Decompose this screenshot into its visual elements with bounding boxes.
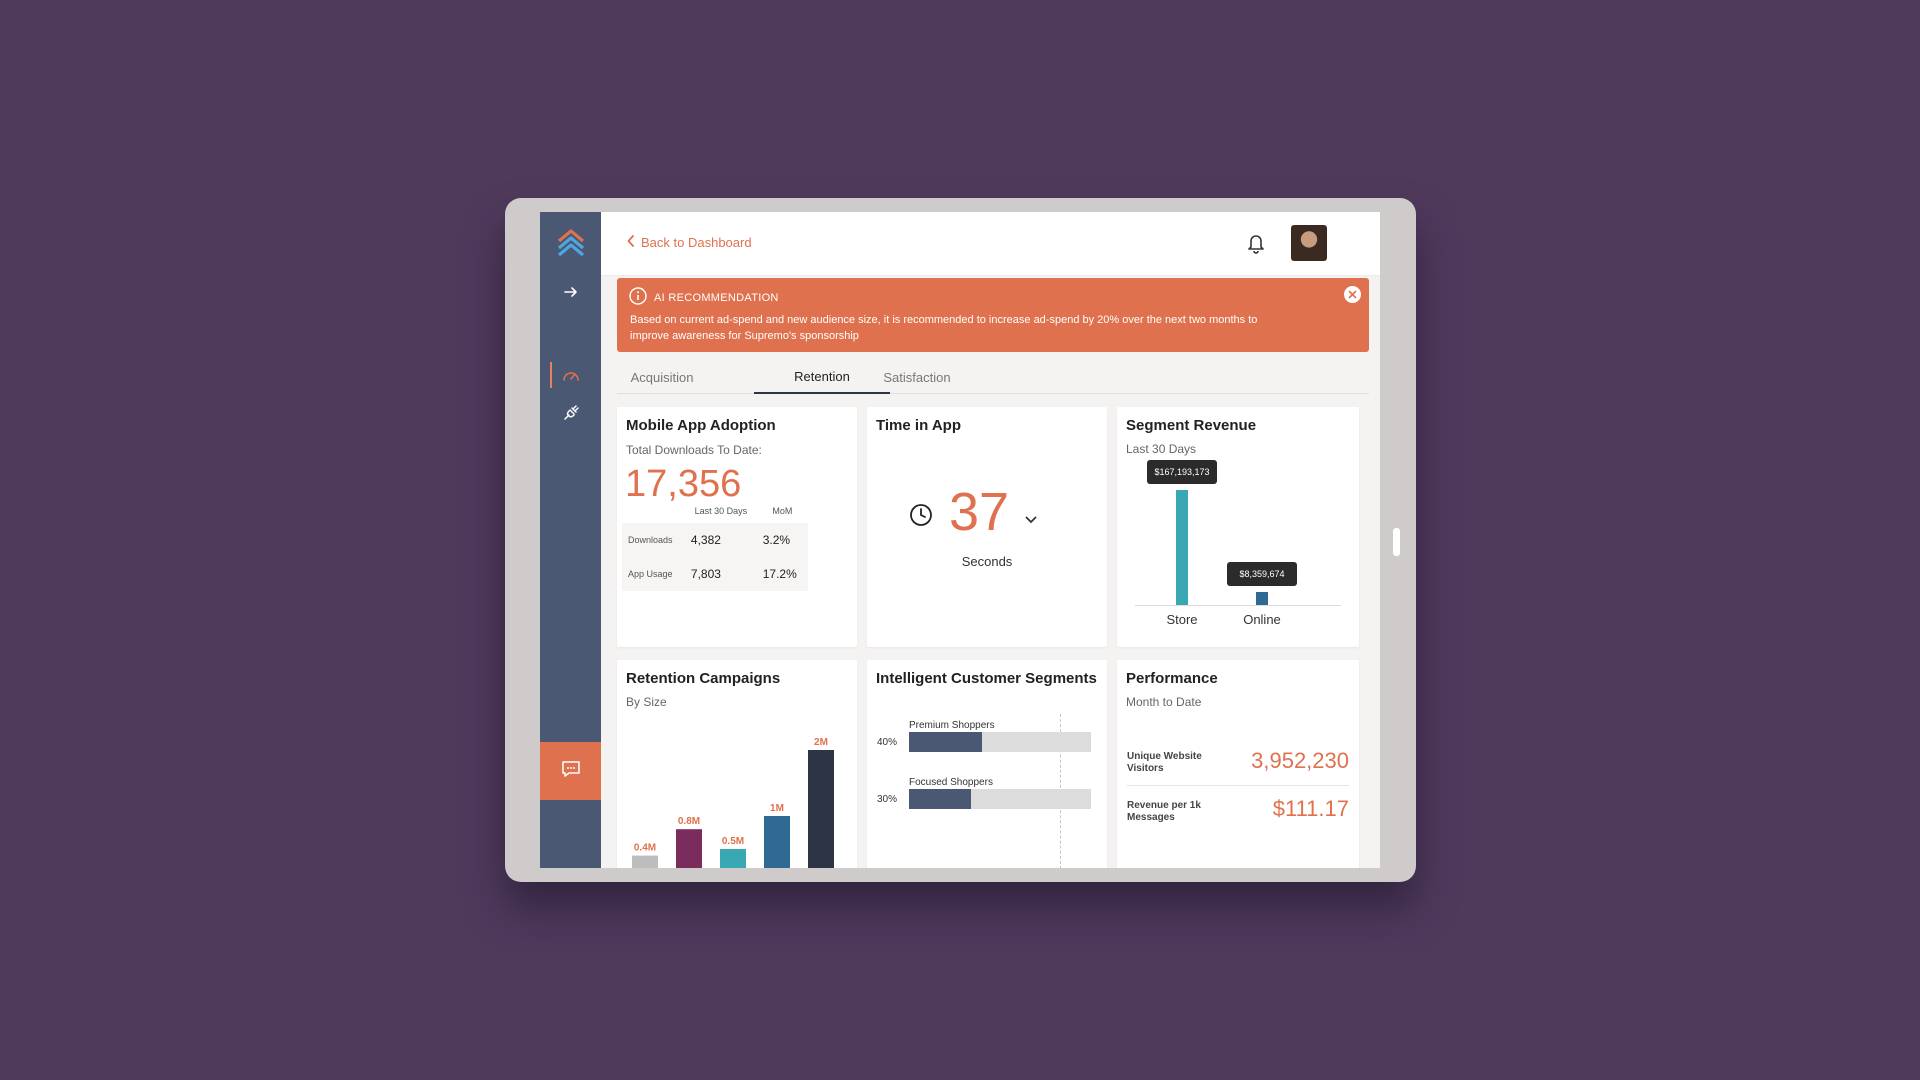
chat-button[interactable] [540, 742, 601, 800]
campaign-bar[interactable] [808, 750, 834, 868]
tablet-side-button [1393, 528, 1400, 556]
close-icon[interactable] [1344, 286, 1361, 303]
plug-icon[interactable] [540, 400, 601, 426]
card-title: Retention Campaigns [626, 670, 781, 687]
back-to-dashboard-link[interactable]: Back to Dashboard [627, 235, 752, 250]
performance-value: $111.17 [1272, 796, 1349, 821]
campaign-data-label: 0.8M [678, 816, 700, 827]
tab-acquisition[interactable]: Acquisition [630, 369, 694, 385]
retention-campaigns-chart: 0.4M 0.8M 0.5M 1M 2M [632, 737, 834, 868]
table-header: MoM [772, 506, 793, 516]
time-in-app-card: Time in App 37 Seconds [867, 407, 1107, 647]
campaign-data-label: 2M [814, 737, 828, 748]
campaign-data-label: 0.4M [634, 843, 656, 854]
app-screen: Back to Dashboard AI RECOMMENDATION Base… [540, 212, 1380, 868]
arrow-right-icon[interactable] [540, 280, 601, 304]
ai-recommendation-banner: AI RECOMMENDATION Based on current ad-sp… [617, 278, 1369, 352]
tablet-frame: Back to Dashboard AI RECOMMENDATION Base… [505, 198, 1416, 882]
segment-pct: 40% [877, 737, 898, 748]
revenue-baseline [1135, 605, 1341, 606]
campaign-data-label: 0.5M [722, 836, 744, 847]
tab-satisfaction[interactable]: Satisfaction [883, 369, 951, 385]
revenue-category-label: Online [1243, 612, 1281, 627]
card-subtitle: Last 30 Days [1126, 442, 1197, 456]
customer-segments-card: Intelligent Customer Segments Premium Sh… [867, 660, 1107, 868]
segment-revenue-card: Segment Revenue Last 30 Days $167,193,17… [1117, 407, 1359, 647]
brand-logo-icon[interactable] [540, 226, 601, 260]
row-label: Downloads [622, 523, 685, 557]
segment-name: Focused Shoppers [909, 777, 993, 788]
card-subtitle: Month to Date [1126, 695, 1202, 709]
segment-bar-track [909, 732, 1091, 752]
chevron-down-icon[interactable] [1025, 511, 1037, 529]
row-value: 17.2% [756, 557, 808, 591]
tab-bar: Acquisition Retention Satisfaction [617, 360, 1369, 394]
card-subtitle: Total Downloads To Date: [626, 443, 762, 457]
performance-label: Unique Website Visitors [1127, 751, 1202, 774]
revenue-tooltip: $8,359,674 [1227, 562, 1297, 586]
time-in-app-value: 37 [949, 482, 1010, 542]
table-header-empty [622, 499, 685, 523]
sidebar [540, 212, 601, 868]
retention-campaigns-card: Retention Campaigns By Size 0.4M 0.8M 0.5M… [617, 660, 857, 868]
chat-icon [560, 759, 582, 784]
revenue-bar-store[interactable] [1176, 490, 1188, 605]
segment-pct: 30% [877, 794, 898, 805]
performance-label: Revenue per 1k Messages [1127, 800, 1201, 823]
card-title: Intelligent Customer Segments [876, 670, 1097, 687]
campaign-data-label: 1M [770, 803, 784, 814]
revenue-category-label: Store [1166, 612, 1198, 627]
segment-bar-fill [909, 789, 971, 809]
revenue-bar-online[interactable] [1256, 592, 1268, 605]
tab-retention[interactable]: Retention [754, 360, 890, 394]
campaign-bar[interactable] [720, 849, 746, 868]
back-label: Back to Dashboard [641, 235, 752, 250]
card-subtitle: By Size [626, 695, 667, 709]
campaign-bar[interactable] [676, 829, 702, 868]
segment-bar-track [909, 789, 1091, 809]
banner-text: Based on current ad-spend and new audien… [630, 314, 1258, 342]
segment-bar-fill [909, 732, 982, 752]
mobile-app-adoption-card: Mobile App Adoption Total Downloads To D… [617, 407, 857, 647]
top-bar: Back to Dashboard [601, 212, 1380, 276]
divider [1127, 785, 1349, 786]
segment-name: Premium Shoppers [909, 720, 995, 731]
row-value: 4,382 [684, 523, 757, 557]
performance-value: 3,952,230 [1251, 748, 1349, 773]
card-title: Mobile App Adoption [626, 417, 776, 434]
row-value: 7,803 [684, 557, 757, 591]
card-title: Time in App [876, 417, 962, 434]
info-icon [629, 287, 647, 308]
card-title: Performance [1126, 670, 1218, 687]
row-value: 3.2% [756, 523, 808, 557]
banner-title: AI RECOMMENDATION [654, 291, 779, 304]
table-row: App Usage 7,803 17.2% [622, 557, 808, 591]
card-title: Segment Revenue [1126, 417, 1257, 434]
main-content: Back to Dashboard AI RECOMMENDATION Base… [601, 212, 1380, 868]
segment-revenue-chart: $167,193,173 Store $8,359,674 Online [1117, 407, 1359, 647]
campaign-bar[interactable] [764, 816, 790, 868]
table-header: Last 30 Days [694, 506, 748, 516]
chevron-left-icon [627, 235, 635, 250]
clock-icon [909, 503, 933, 532]
time-in-app-unit: Seconds [961, 554, 1013, 569]
total-downloads-value: 17,356 [625, 463, 742, 505]
avatar[interactable] [1291, 225, 1327, 261]
row-label: App Usage [622, 557, 685, 591]
campaign-bar[interactable] [632, 855, 658, 868]
sidebar-active-indicator [550, 362, 552, 388]
revenue-tooltip: $167,193,173 [1147, 460, 1217, 484]
speedometer-icon[interactable] [540, 362, 601, 388]
bell-icon[interactable] [1246, 232, 1266, 259]
performance-card: Performance Month to Date Unique Website… [1117, 660, 1359, 868]
adoption-table: Last 30 Days MoM Downloads 4,382 3.2% Ap… [622, 499, 808, 591]
table-row: Downloads 4,382 3.2% [622, 523, 808, 557]
